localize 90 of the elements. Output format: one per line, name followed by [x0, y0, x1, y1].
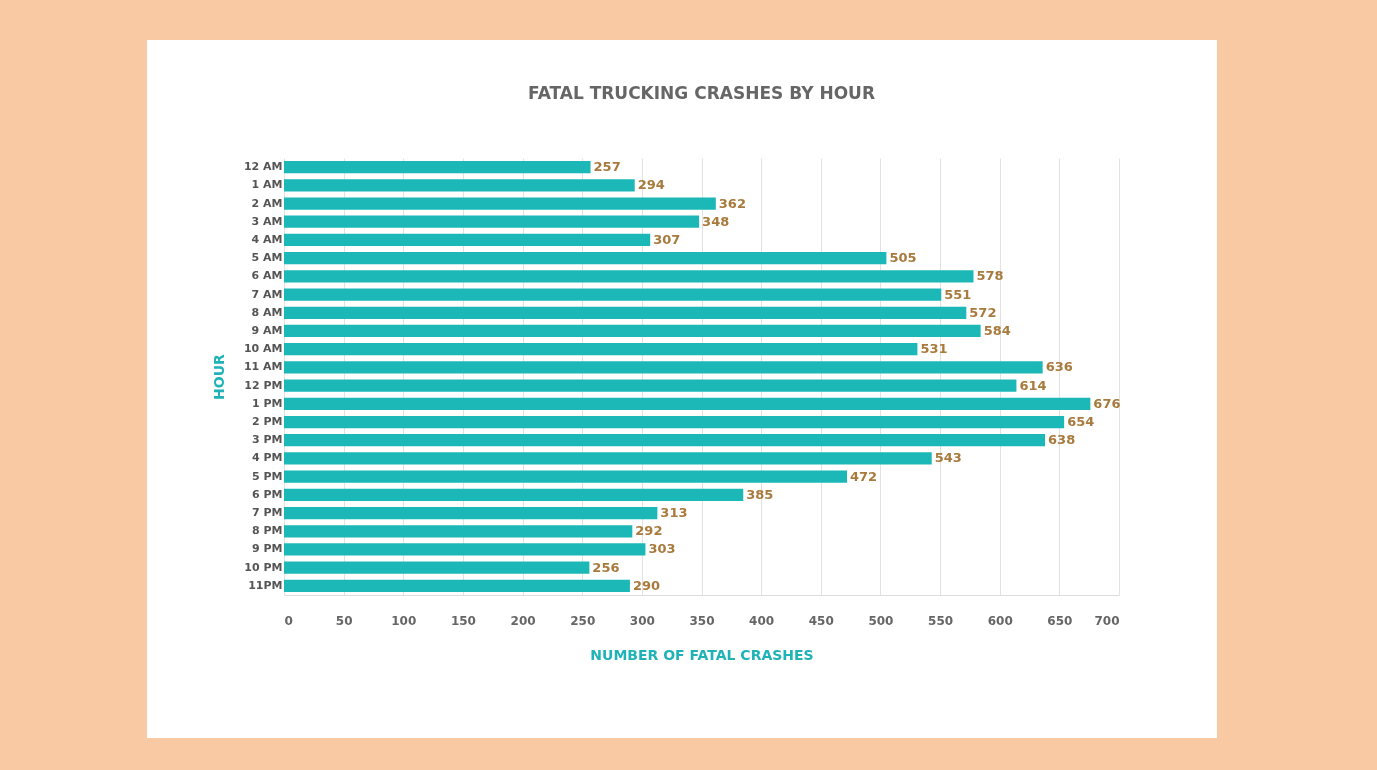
y-tick-label: 2 PM [252, 415, 283, 429]
y-axis-title: HOUR [210, 353, 227, 400]
x-tick-label: 550 [928, 613, 954, 628]
y-tick-label: 7 AM [251, 287, 283, 301]
data-label: 472 [850, 468, 878, 484]
data-label: 313 [660, 505, 688, 521]
bar [284, 324, 981, 338]
data-label: 676 [1093, 395, 1121, 411]
bar [284, 543, 646, 556]
bar [284, 288, 942, 301]
y-tick-label: 5 AM [251, 251, 283, 265]
y-tick-label: 10 AM [243, 342, 283, 356]
data-label: 654 [1067, 414, 1095, 430]
data-label: 362 [718, 195, 746, 211]
bar [284, 415, 1065, 429]
y-tick-label: 6 AM [251, 269, 283, 283]
bar [284, 160, 591, 174]
y-tick-label: 12 PM [244, 378, 283, 392]
y-tick-label: 3 PM [252, 433, 283, 447]
data-label: 584 [983, 322, 1011, 338]
x-tick-label: 300 [629, 613, 655, 628]
bar [284, 452, 932, 465]
x-tick-label: 450 [808, 613, 834, 628]
data-label: 290 [632, 577, 661, 593]
y-tick-label: 9 PM [252, 542, 283, 556]
data-label: 348 [702, 213, 730, 229]
chart-title: FATAL TRUCKING CRASHES BY HOUR [527, 83, 876, 103]
x-tick-label: 400 [749, 613, 775, 628]
bar [284, 434, 1046, 447]
y-tick-label: 7 PM [252, 506, 283, 520]
y-tick-label: 2 AM [251, 196, 283, 210]
bar [284, 579, 630, 593]
y-tick-label: 12 AM [243, 160, 283, 174]
x-tick-label: 500 [868, 613, 894, 628]
bar [284, 215, 700, 228]
x-tick-label: 150 [450, 613, 476, 628]
x-tick-label: 250 [570, 613, 596, 628]
bar [284, 270, 974, 283]
data-label: 636 [1045, 359, 1073, 375]
bar [284, 306, 967, 319]
x-tick-label: 200 [510, 613, 536, 628]
data-label: 257 [593, 159, 621, 175]
data-label: 551 [944, 286, 972, 302]
bar [284, 525, 633, 538]
data-label: 614 [1019, 377, 1047, 393]
bar [284, 397, 1091, 410]
data-label: 294 [637, 177, 665, 193]
data-label: 638 [1048, 432, 1076, 448]
x-axis-title: NUMBER OF FATAL CRASHES [590, 646, 814, 663]
y-tick-label: 4 PM [252, 451, 283, 465]
bar [284, 179, 635, 192]
bar [284, 506, 658, 520]
x-tick-label: 350 [689, 613, 715, 628]
x-tick-label: 100 [391, 613, 417, 628]
data-label: 256 [592, 559, 620, 575]
y-tick-label: 5 PM [252, 469, 283, 483]
data-label: 307 [653, 231, 681, 247]
x-tick-label: 50 [335, 613, 353, 628]
y-tick-label: 1 AM [251, 178, 283, 192]
x-tick-label: 0 [284, 613, 293, 628]
bar [284, 488, 744, 501]
x-tick-label: 600 [987, 613, 1013, 628]
y-tick-label: 3 AM [251, 214, 283, 228]
data-label: 572 [969, 304, 997, 320]
y-tick-label: 11 AM [243, 360, 283, 374]
bar [284, 252, 887, 265]
x-tick-label: 700 [1094, 613, 1120, 628]
y-tick-label: 9 AM [251, 323, 283, 337]
data-label: 578 [976, 268, 1004, 284]
bar [284, 343, 918, 356]
data-label: 303 [648, 541, 676, 557]
data-label: 505 [889, 250, 917, 266]
x-tick-label: 650 [1047, 613, 1073, 628]
bar [284, 379, 1017, 392]
data-label: 543 [934, 450, 962, 466]
data-label: 531 [920, 341, 948, 357]
y-tick-label: 6 PM [252, 487, 283, 501]
y-tick-label: 1 PM [252, 396, 283, 410]
data-label: 292 [635, 523, 663, 539]
bar [284, 470, 848, 483]
bar [284, 197, 716, 210]
bar [284, 233, 651, 247]
y-tick-label: 4 AM [251, 232, 283, 246]
y-tick-label: 11PM [248, 578, 283, 592]
bar [284, 561, 590, 574]
y-tick-label: 8 PM [252, 524, 283, 538]
y-tick-label: 10 PM [244, 560, 283, 574]
y-tick-label: 8 AM [251, 305, 283, 319]
data-label: 385 [746, 486, 774, 502]
bar [284, 361, 1043, 374]
